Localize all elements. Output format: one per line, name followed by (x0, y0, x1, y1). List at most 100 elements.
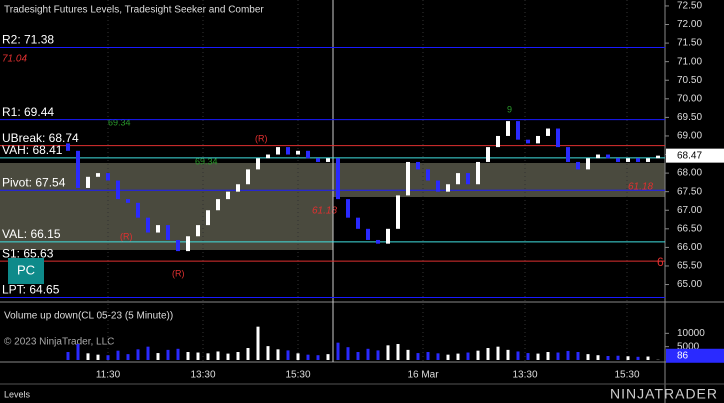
volume-bar (446, 354, 450, 360)
volume-bar (556, 352, 560, 360)
volume-bar (256, 326, 260, 360)
y-tick-label: 67.00 (677, 205, 702, 216)
volume-bar (206, 353, 210, 360)
candle-body (576, 161, 580, 170)
volume-bar (246, 348, 250, 360)
volume-bar (576, 352, 580, 360)
y-tick-label: 65.00 (677, 279, 702, 290)
candle-body (256, 158, 260, 170)
volume-bar (316, 355, 320, 360)
volume-bar (376, 350, 380, 360)
candle-body (546, 128, 550, 136)
last-price-label: 68.47 (677, 150, 702, 161)
candle-body (406, 161, 410, 196)
volume-bar (566, 350, 570, 360)
badge-box (8, 258, 44, 284)
volume-bar (296, 353, 300, 360)
y-tick-label: 66.00 (677, 242, 702, 253)
volume-bar (526, 353, 530, 360)
candle-body (156, 225, 160, 233)
volume-bar (146, 346, 150, 360)
annotation: 69.34 (108, 117, 131, 127)
candle-body (76, 150, 80, 188)
candle-body (616, 158, 620, 162)
volume-bar (326, 354, 330, 360)
volume-bar (606, 356, 610, 360)
volume-bar (196, 352, 200, 360)
candle-body (566, 147, 570, 162)
candle-body (186, 236, 190, 252)
volume-bar (616, 355, 620, 360)
y-tick-label: 69.50 (677, 112, 702, 123)
candle-body (246, 169, 250, 185)
brand: NINJATRADER (610, 386, 718, 402)
volume-bar (636, 356, 640, 360)
candle-body (106, 173, 110, 181)
volume-bar (106, 355, 110, 360)
candle-body (126, 199, 130, 203)
annotation: (R) (255, 133, 268, 143)
volume-bar (126, 354, 130, 360)
volume-bar (86, 353, 90, 360)
volume-bar (186, 352, 190, 360)
volume-bar (346, 347, 350, 360)
annotation: 61.18 (312, 206, 337, 217)
last-price-box (666, 148, 724, 163)
volume-bar (226, 353, 230, 360)
candle-body (216, 199, 220, 211)
candle-body (116, 180, 120, 200)
volume-bar (536, 353, 540, 360)
volume-bar (646, 356, 650, 360)
last-volume-label: 86 (677, 350, 689, 361)
last-volume-box (666, 348, 724, 363)
y-tick-label: 68.00 (677, 168, 702, 179)
candle-body (336, 158, 340, 200)
candle-body (96, 173, 100, 177)
candle-body (496, 135, 500, 148)
v-tick-label: 10000 (677, 328, 705, 339)
candle-body (556, 128, 560, 148)
candle-body (516, 121, 520, 140)
y-tick-label: 72.00 (677, 19, 702, 30)
volume-bar (236, 352, 240, 360)
chart-title: Tradesight Futures Levels, Tradesight Se… (4, 5, 264, 16)
volume-bar (66, 352, 70, 360)
candle-body (176, 239, 180, 252)
candle-body (316, 158, 320, 162)
candle-body (606, 154, 610, 159)
candle-body (506, 121, 510, 136)
volume-bar (386, 345, 390, 360)
level-label: LPT: 64.65 (2, 283, 60, 297)
volume-bar (356, 352, 360, 360)
y-tick-label: 66.50 (677, 223, 702, 234)
volume-bar (486, 348, 490, 360)
candle-body (646, 158, 650, 162)
annotation: 61.18 (628, 182, 653, 193)
candle-body (226, 191, 230, 200)
volume-bar (76, 344, 80, 360)
candle-body (276, 147, 280, 155)
copyright: © 2023 NinjaTrader, LLC (4, 337, 114, 348)
candle-body (166, 225, 170, 240)
candle-body (136, 202, 140, 218)
candle-body (636, 158, 640, 162)
x-tick-label: 13:30 (190, 370, 215, 381)
badge-label: PC (17, 262, 35, 277)
candle-body (436, 180, 440, 192)
candle-body (466, 173, 470, 185)
y-tick-label: 72.50 (677, 1, 702, 12)
candle-body (366, 228, 370, 240)
level-label: VAH: 68.41 (2, 143, 63, 157)
annotation: 9 (507, 104, 512, 114)
volume-bar (626, 356, 630, 360)
candle-body (586, 158, 590, 170)
candle-body (206, 210, 210, 226)
volume-bar (156, 353, 160, 360)
volume-bar (476, 350, 480, 360)
volume-bar (266, 346, 270, 360)
candle-body (376, 239, 380, 244)
candle-body (86, 176, 90, 188)
volume-bar (406, 349, 410, 360)
volume-bar (396, 344, 400, 360)
candle-body (296, 150, 300, 155)
